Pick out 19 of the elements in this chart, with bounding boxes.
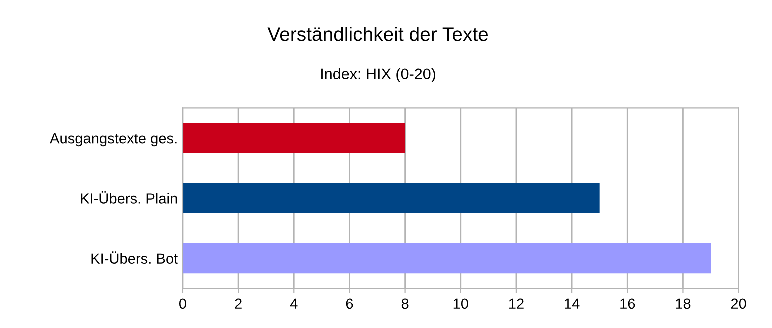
x-tick-label: 2 <box>235 298 242 309</box>
x-tick-label: 4 <box>290 298 298 309</box>
y-tick-label: KI-Übers. Plain <box>81 192 178 204</box>
x-tick-label: 18 <box>676 298 691 310</box>
x-tick-label: 8 <box>402 298 409 310</box>
bar <box>182 244 712 274</box>
x-tick-label: 6 <box>346 298 354 310</box>
y-tick-label: Ausgangstexte ges. <box>50 134 177 147</box>
bar <box>182 123 406 154</box>
x-tick-label: 14 <box>565 298 580 309</box>
x-tick-label: 16 <box>620 298 636 310</box>
x-tick-label: 10 <box>454 298 468 310</box>
x-tick-label: 0 <box>179 298 186 310</box>
chart-subtitle: Index: HIX (0-20) <box>322 68 436 83</box>
x-tick-label: 20 <box>731 298 746 310</box>
bar <box>182 183 600 214</box>
chart-title: Verständlichkeit der Texte <box>268 27 488 42</box>
y-tick-label: KI-Übers. Bot <box>92 252 178 264</box>
x-tick-label: 12 <box>509 298 524 309</box>
